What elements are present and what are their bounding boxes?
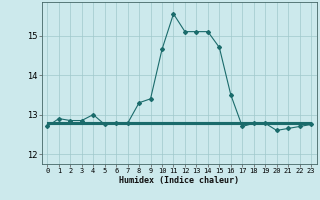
X-axis label: Humidex (Indice chaleur): Humidex (Indice chaleur) bbox=[119, 176, 239, 185]
